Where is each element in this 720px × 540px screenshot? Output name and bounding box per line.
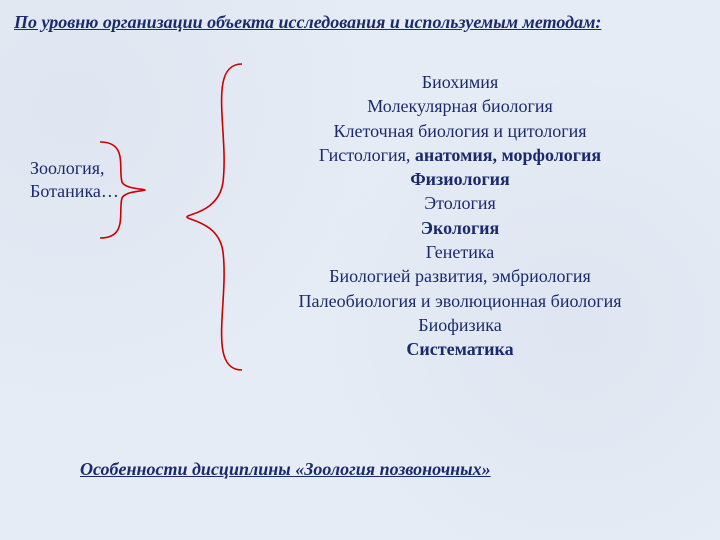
list-item: Молекулярная биология: [250, 94, 670, 118]
list-item: Генетика: [250, 240, 670, 264]
page-title: По уровню организации объекта исследован…: [14, 12, 706, 33]
brace-right-icon: [100, 140, 145, 240]
list-item: Гистология, анатомия, морфология: [250, 143, 670, 167]
list-item: Этология: [250, 191, 670, 215]
list-item: Физиология: [250, 167, 670, 191]
list-item: Биофизика: [250, 313, 670, 337]
list-item: Систематика: [250, 337, 670, 361]
bottom-note: Особенности дисциплины «Зоология позвоно…: [80, 459, 491, 480]
list-item-prefix: Гистология,: [319, 145, 415, 165]
list-item: Клеточная биология и цитология: [250, 119, 670, 143]
list-item: Биологией развития, эмбриология: [250, 264, 670, 288]
discipline-list: Биохимия Молекулярная биология Клеточная…: [250, 70, 670, 362]
left-label-line1: Зоология,: [30, 158, 105, 178]
brace-left-icon: [187, 62, 242, 372]
list-item: Экология: [250, 216, 670, 240]
list-item: Палеобиология и эволюционная биология: [250, 289, 670, 313]
list-item: Биохимия: [250, 70, 670, 94]
list-item-bold: анатомия, морфология: [415, 145, 601, 165]
